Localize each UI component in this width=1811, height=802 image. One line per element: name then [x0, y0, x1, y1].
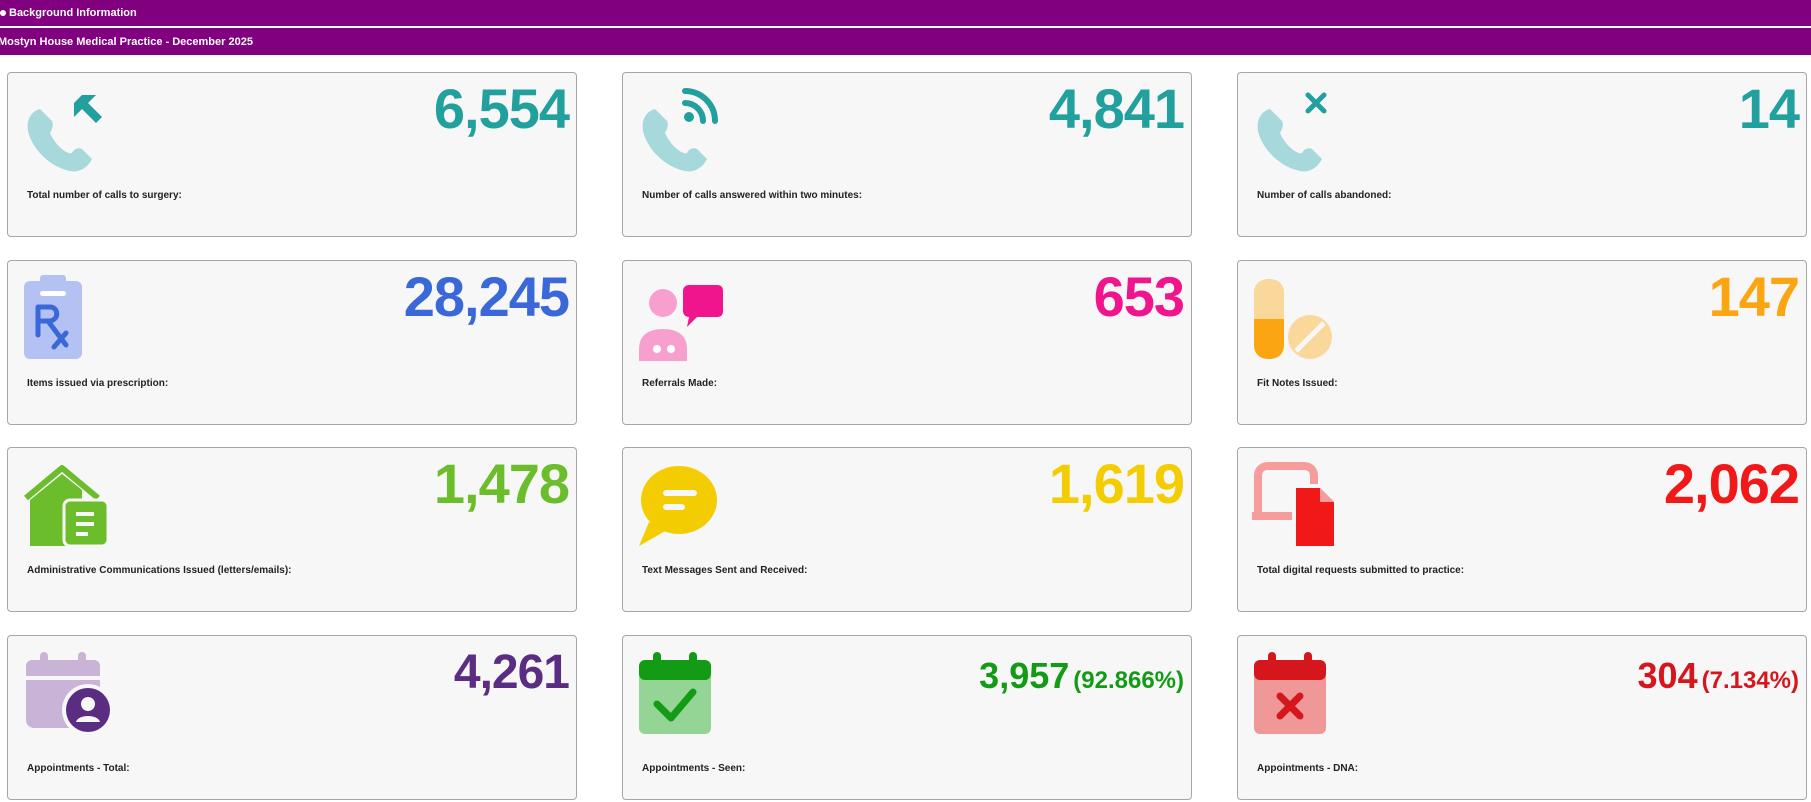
calls-total-label: Total number of calls to surgery:	[27, 190, 182, 201]
card-calls-answered: 4,841 Number of calls answered within tw…	[622, 72, 1192, 237]
admin-comms-value: 1,478	[433, 452, 570, 515]
referrals-value: 653	[1093, 265, 1185, 328]
phone-incoming-icon	[27, 95, 102, 172]
card-referrals: 653 Referrals Made:	[622, 260, 1192, 425]
calls-total-value: 6,554	[433, 77, 570, 140]
card-fit-notes: 147 Fit Notes Issued:	[1237, 260, 1807, 425]
calls-abandoned-value: 14	[1738, 77, 1800, 140]
calendar-user-icon	[26, 652, 114, 736]
prescription-icon	[24, 275, 82, 359]
section-title: Background Information	[9, 7, 137, 19]
collapse-toggle-icon[interactable]	[0, 10, 6, 16]
practice-header-bar: Mostyn House Medical Practice - December…	[0, 28, 1811, 55]
fit-notes-value: 147	[1708, 265, 1800, 328]
card-total-calls: 6,554 Total number of calls to surgery:	[7, 72, 577, 237]
appointments-dna-value: 304 (7.134%)	[1638, 654, 1799, 697]
section-header-bar[interactable]: Background Information	[0, 0, 1811, 26]
chat-bubble-icon	[639, 466, 717, 546]
calendar-check-icon	[639, 652, 711, 734]
appointments-dna-count: 304	[1637, 655, 1698, 696]
digital-request-icon	[1252, 462, 1334, 546]
appointments-seen-count: 3,957	[979, 655, 1070, 696]
card-appointments-seen: 3,957 (92.866%) Appointments - Seen:	[622, 635, 1192, 800]
appointments-seen-percent: (92.866%)	[1073, 667, 1184, 694]
text-messages-label: Text Messages Sent and Received:	[642, 565, 808, 576]
card-digital-requests: 2,062 Total digital requests submitted t…	[1237, 447, 1807, 612]
card-appointments-total: 4,261 Appointments - Total:	[7, 635, 577, 800]
digital-requests-label: Total digital requests submitted to prac…	[1257, 565, 1465, 576]
appointments-seen-value: 3,957 (92.866%)	[979, 654, 1184, 697]
referral-icon	[639, 285, 723, 361]
card-appointments-dna: 304 (7.134%) Appointments - DNA:	[1237, 635, 1807, 800]
appointments-dna-percent: (7.134%)	[1701, 667, 1799, 694]
calendar-x-icon	[1254, 652, 1326, 734]
calls-answered-value: 4,841	[1048, 77, 1185, 140]
card-prescriptions: 28,245 Items issued via prescription:	[7, 260, 577, 425]
phone-answered-icon	[642, 88, 718, 172]
appointments-total-value: 4,261	[453, 646, 570, 699]
text-messages-value: 1,619	[1048, 452, 1185, 515]
prescriptions-value: 28,245	[403, 265, 570, 328]
pill-icon	[1254, 279, 1332, 359]
appointments-seen-label: Appointments - Seen:	[642, 763, 746, 774]
calls-answered-label: Number of calls answered within two minu…	[642, 190, 863, 201]
fit-notes-label: Fit Notes Issued:	[1257, 378, 1338, 389]
prescriptions-label: Items issued via prescription:	[27, 378, 169, 389]
practice-title: Mostyn House Medical Practice - December…	[0, 35, 253, 48]
appointments-total-label: Appointments - Total:	[27, 763, 130, 774]
card-admin-comms: 1,478 Administrative Communications Issu…	[7, 447, 577, 612]
admin-comms-label: Administrative Communications Issued (le…	[27, 565, 292, 576]
card-text-messages: 1,619 Text Messages Sent and Received:	[622, 447, 1192, 612]
card-calls-abandoned: 14 Number of calls abandoned:	[1237, 72, 1807, 237]
digital-requests-value: 2,062	[1663, 452, 1800, 515]
referrals-label: Referrals Made:	[642, 378, 718, 389]
house-letter-icon	[24, 465, 110, 548]
calls-abandoned-label: Number of calls abandoned:	[1257, 190, 1392, 201]
phone-abandoned-icon	[1257, 92, 1327, 172]
appointments-dna-label: Appointments - DNA:	[1257, 763, 1359, 774]
